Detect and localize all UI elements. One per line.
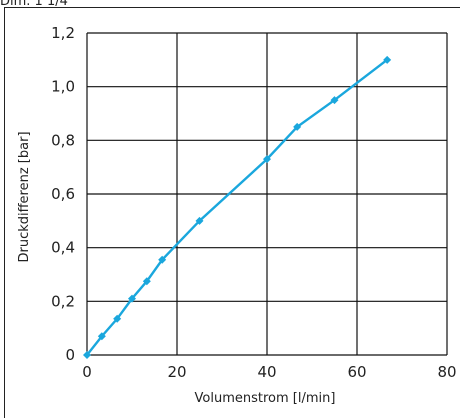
tick-labels: 0 20 40 60 80 0 0,2 0,4 0,6 0,8 1,0 1,2 [51, 24, 456, 381]
x-tick-label-4: 80 [437, 363, 456, 381]
data-point-0-2 [113, 314, 122, 323]
y-tick-label-1: 0,2 [51, 292, 75, 310]
data-point-0-1 [97, 332, 106, 341]
y-tick-label-6: 1,2 [51, 24, 75, 42]
data-point-0-3 [128, 294, 136, 303]
data-point-0-10 [383, 55, 392, 64]
x-tick-label-2: 40 [257, 363, 276, 381]
data-point-0-9 [330, 96, 339, 105]
x-tick-label-1: 20 [167, 363, 186, 381]
y-tick-label-2: 0,4 [51, 239, 75, 257]
x-tick-label-0: 0 [82, 363, 92, 381]
series-layer [83, 55, 392, 359]
y-tick-label-0: 0 [65, 346, 75, 364]
y-tick-label-4: 0,8 [51, 131, 75, 149]
data-point-0-4 [142, 277, 151, 286]
y-axis-label: Druckdifferenz [bar] [17, 131, 32, 262]
data-point-0-8 [293, 122, 302, 131]
data-point-0-7 [263, 155, 271, 164]
data-point-0-5 [158, 255, 167, 264]
top-caption: Dim. 1 1/4 [0, 0, 68, 9]
data-point-0-0 [83, 351, 91, 359]
data-point-0-6 [195, 216, 204, 225]
y-tick-label-3: 0,6 [51, 185, 75, 203]
series-line-0 [86, 58, 388, 356]
figure-frame [4, 7, 460, 418]
x-axis-label: Volumenstrom [l/min] [195, 391, 336, 406]
x-tick-label-3: 60 [347, 363, 366, 381]
grid [86, 32, 448, 356]
y-tick-label-5: 1,0 [51, 78, 75, 96]
